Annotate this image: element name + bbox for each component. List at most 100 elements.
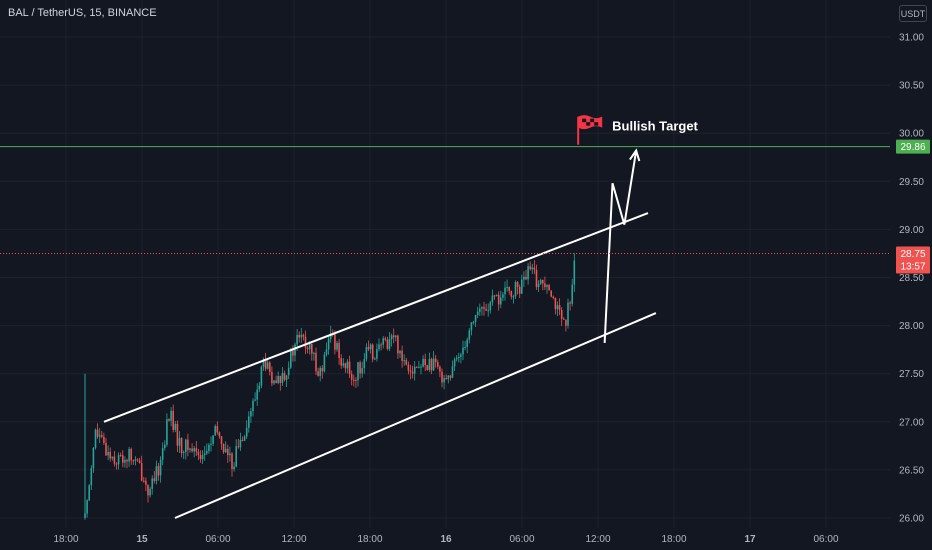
candle-body xyxy=(546,285,548,287)
candle-body xyxy=(206,450,208,454)
candle-body xyxy=(109,451,111,459)
y-tick-label: 29.00 xyxy=(899,225,924,236)
checkered-flag-icon xyxy=(577,115,603,145)
y-tick-label: 31.00 xyxy=(899,33,924,44)
candle-body xyxy=(285,375,288,380)
candle-body xyxy=(504,287,506,295)
candle-body xyxy=(290,349,292,368)
candle-body xyxy=(185,439,187,453)
candle-body xyxy=(155,466,158,482)
candle-body xyxy=(176,423,179,446)
candle-body xyxy=(222,444,225,453)
candle-body xyxy=(86,500,88,514)
x-tick-label: 18:00 xyxy=(53,534,78,545)
candle-body xyxy=(302,334,305,337)
candle-body xyxy=(256,389,258,400)
candle-body xyxy=(161,448,164,460)
candle-body xyxy=(166,419,168,445)
y-tick-label: 28.50 xyxy=(899,273,924,284)
candle-body xyxy=(134,459,137,461)
y-tick-label: 27.00 xyxy=(899,417,924,428)
symbol-title[interactable]: BAL / TetherUS, 15, BINANCE xyxy=(8,7,157,19)
candle-body xyxy=(260,366,263,386)
candle-body xyxy=(170,410,172,421)
candle-body xyxy=(432,358,435,371)
candle-body xyxy=(143,480,145,482)
candle-body xyxy=(279,375,282,383)
candle-body xyxy=(449,375,452,378)
countdown-label: 13:57 xyxy=(900,261,925,272)
candle-body xyxy=(556,305,559,310)
candle-body xyxy=(187,439,189,450)
candle-body xyxy=(329,333,332,339)
candle-body xyxy=(508,287,510,291)
candle-body xyxy=(294,344,296,356)
drawing-layer[interactable]: Bullish Target xyxy=(0,115,890,519)
candle-body xyxy=(495,294,498,296)
y-tick-label: 28.00 xyxy=(899,321,924,332)
candle-body xyxy=(455,357,458,360)
target-price-label-bg xyxy=(896,139,930,154)
candle-body xyxy=(107,451,109,456)
candle-body xyxy=(439,366,441,372)
candle-body xyxy=(195,448,198,452)
candle-body xyxy=(462,347,464,355)
candle-body xyxy=(340,358,342,366)
candle-body xyxy=(317,371,319,376)
candle-body xyxy=(321,367,324,372)
price-axis-ticks: 31.00 30.50 30.00 29.50 29.00 28.50 28.00 27.50… xyxy=(899,33,924,525)
candle-body xyxy=(371,344,374,360)
candle-body xyxy=(275,380,277,383)
candle-body xyxy=(479,308,481,312)
candle-body xyxy=(426,365,429,370)
candle-body xyxy=(447,375,450,379)
candle-body xyxy=(544,283,546,287)
candle-body xyxy=(96,429,99,437)
candle-body xyxy=(153,478,156,482)
candle-body xyxy=(350,374,353,380)
candle-body xyxy=(537,283,540,288)
candle-body xyxy=(443,378,445,383)
candle-body xyxy=(357,362,359,381)
y-tick-label: 27.50 xyxy=(899,369,924,380)
y-tick-label: 26.00 xyxy=(899,514,924,525)
candle-body xyxy=(403,360,405,362)
candle-body xyxy=(159,459,162,476)
currency-button[interactable]: USDT xyxy=(899,5,927,22)
candle-body xyxy=(117,455,120,465)
candle-body xyxy=(365,347,368,359)
candle-body xyxy=(437,362,439,367)
candle-body xyxy=(533,267,536,270)
candle-body xyxy=(474,315,477,322)
candle-body xyxy=(252,400,254,412)
candle-body xyxy=(413,366,416,374)
candle-body xyxy=(243,436,246,441)
candle-body xyxy=(359,362,361,374)
channel-lower-line xyxy=(174,312,657,519)
candle-body xyxy=(535,269,538,288)
candle-body xyxy=(281,373,284,383)
candle-body xyxy=(472,321,475,323)
candle-body xyxy=(191,448,193,452)
candle-body xyxy=(476,311,479,316)
candle-body xyxy=(411,371,414,374)
candle-body xyxy=(323,354,326,372)
candle-body xyxy=(325,349,328,355)
candle-body xyxy=(174,423,177,430)
candle-body xyxy=(273,380,275,384)
annotation-text: Bullish Target xyxy=(612,119,698,134)
candle-body xyxy=(369,344,372,350)
candle-body xyxy=(460,354,462,357)
candle-body xyxy=(510,290,513,297)
candle-body xyxy=(355,379,357,381)
candle-body xyxy=(445,378,447,380)
candle-body xyxy=(168,419,170,421)
candle-body xyxy=(554,297,557,310)
time-axis[interactable] xyxy=(0,528,932,550)
candle-body xyxy=(344,363,347,369)
candle-body xyxy=(308,343,311,350)
candle-body xyxy=(363,358,366,369)
candle-body xyxy=(493,295,496,297)
time-axis-background xyxy=(0,528,932,550)
